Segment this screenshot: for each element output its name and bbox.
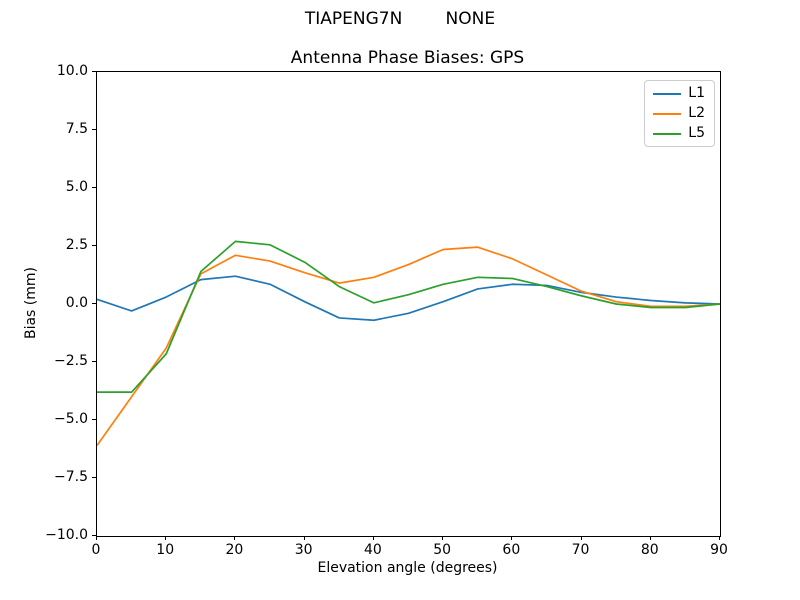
x-tick-mark	[96, 536, 97, 540]
y-axis-label: Bias (mm)	[23, 266, 39, 340]
y-tick-mark	[92, 477, 96, 478]
chart-title: Antenna Phase Biases: GPS	[290, 48, 525, 68]
legend-entry-L2: L2	[653, 106, 705, 121]
x-tick-mark	[442, 536, 444, 540]
x-tick-label: 60	[502, 542, 521, 558]
legend-line-swatch-L1	[653, 92, 682, 95]
figure-suptitle: TIAPENG7N NONE	[304, 9, 496, 29]
x-tick-mark	[165, 536, 167, 540]
y-tick-label: 10.0	[56, 63, 88, 79]
x-tick-label: 0	[91, 542, 101, 558]
y-tick-mark	[92, 129, 96, 130]
legend-line-swatch-L2	[653, 112, 682, 115]
x-tick-label: 80	[640, 542, 659, 558]
y-tick-label: −5.0	[54, 411, 88, 427]
legend-label: L5	[688, 125, 705, 141]
y-tick-label: 0.0	[65, 295, 88, 311]
x-tick-mark	[372, 536, 374, 540]
x-tick-mark	[719, 536, 720, 540]
y-tick-label: 7.5	[65, 121, 88, 137]
x-tick-mark	[511, 536, 513, 540]
legend-label: L2	[688, 105, 705, 121]
legend: L1 L2 L5	[644, 80, 715, 147]
y-tick-mark	[92, 245, 96, 246]
x-tick-label: 10	[156, 542, 175, 558]
legend-label: L1	[688, 85, 705, 101]
x-tick-label: 50	[433, 542, 452, 558]
legend-entry-L5: L5	[653, 126, 705, 141]
y-tick-mark	[92, 71, 96, 72]
x-tick-label: 20	[225, 542, 244, 558]
legend-line-swatch-L5	[653, 132, 682, 135]
y-tick-mark	[92, 187, 96, 188]
y-tick-label: −10.0	[45, 527, 88, 543]
x-tick-label: 90	[710, 542, 728, 558]
x-tick-mark	[234, 536, 236, 540]
x-tick-label: 40	[363, 542, 382, 558]
series-line-L1	[97, 275, 720, 322]
x-tick-label: 30	[294, 542, 313, 558]
x-tick-label: 70	[571, 542, 590, 558]
series-line-L5	[97, 240, 720, 394]
series-lines	[97, 240, 720, 447]
y-tick-label: −7.5	[54, 469, 88, 485]
legend-entry-L1: L1	[653, 86, 705, 101]
x-axis-label: Elevation angle (degrees)	[317, 560, 498, 576]
x-tick-mark	[580, 536, 582, 540]
y-tick-mark	[92, 303, 96, 304]
series-line-L2	[97, 246, 720, 447]
y-tick-mark	[92, 361, 96, 362]
x-tick-mark	[649, 536, 651, 540]
y-tick-label: −2.5	[54, 353, 88, 369]
y-tick-mark	[92, 419, 96, 420]
x-tick-mark	[303, 536, 305, 540]
y-tick-label: 2.5	[65, 237, 88, 253]
plot-area: L1 L2 L5	[96, 71, 721, 537]
y-tick-label: 5.0	[65, 179, 88, 195]
y-tick-mark	[92, 535, 96, 536]
